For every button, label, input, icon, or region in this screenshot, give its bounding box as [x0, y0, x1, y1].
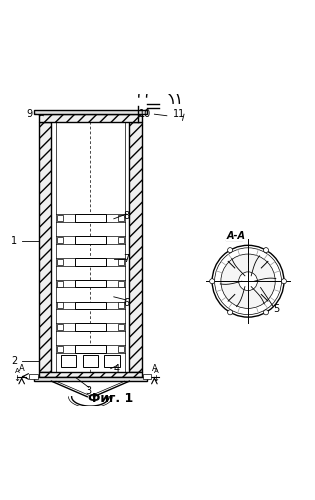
Text: Фиг. 1: Фиг. 1	[88, 392, 133, 405]
Text: 5: 5	[273, 304, 279, 314]
Bar	[57, 258, 63, 264]
Text: А: А	[154, 368, 158, 374]
Circle shape	[215, 248, 281, 314]
Bar	[51, 122, 129, 372]
Bar	[118, 237, 124, 243]
Bar	[57, 346, 63, 352]
Bar	[39, 114, 142, 122]
Text: 1: 1	[11, 236, 17, 246]
Bar	[57, 237, 63, 243]
Text: 3: 3	[86, 386, 92, 396]
Circle shape	[228, 248, 232, 252]
Text: 4: 4	[114, 364, 120, 374]
Bar	[118, 302, 124, 308]
Text: А-А: А-А	[226, 231, 245, 241]
Bar	[118, 280, 124, 286]
Text: 10: 10	[139, 109, 151, 119]
Circle shape	[281, 278, 286, 283]
Bar	[30, 374, 38, 380]
Bar	[61, 354, 76, 367]
Bar	[75, 345, 106, 353]
Bar	[57, 324, 63, 330]
Circle shape	[221, 254, 275, 308]
Bar	[75, 302, 106, 310]
Bar	[57, 280, 63, 286]
Bar	[75, 236, 106, 244]
Text: А: А	[152, 364, 157, 373]
Bar	[129, 122, 142, 372]
Bar	[75, 324, 106, 331]
Bar	[57, 302, 63, 308]
Bar	[118, 324, 124, 330]
Circle shape	[264, 310, 268, 315]
Bar	[118, 215, 124, 221]
Text: 9: 9	[26, 109, 32, 119]
Bar	[34, 378, 146, 381]
Text: 6: 6	[123, 298, 129, 308]
Circle shape	[228, 310, 232, 315]
Text: 7: 7	[123, 254, 129, 264]
Text: А: А	[14, 368, 20, 374]
Bar	[118, 258, 124, 264]
Text: ↓: ↓	[152, 374, 159, 383]
Bar	[143, 374, 151, 380]
Circle shape	[239, 272, 257, 290]
Bar	[118, 346, 124, 352]
Circle shape	[264, 248, 268, 252]
Bar	[34, 110, 146, 114]
Bar	[104, 354, 120, 367]
Bar	[75, 258, 106, 266]
Bar	[39, 372, 142, 378]
Text: 2: 2	[11, 356, 17, 366]
Bar	[83, 354, 98, 367]
Bar	[75, 280, 106, 287]
Bar	[57, 215, 63, 221]
Circle shape	[212, 246, 284, 317]
Bar	[39, 122, 51, 372]
Text: 11: 11	[173, 109, 186, 119]
Circle shape	[210, 278, 215, 283]
Text: ↓: ↓	[14, 374, 20, 383]
Bar	[75, 214, 106, 222]
Text: 8: 8	[123, 210, 129, 220]
Text: А: А	[19, 364, 25, 373]
